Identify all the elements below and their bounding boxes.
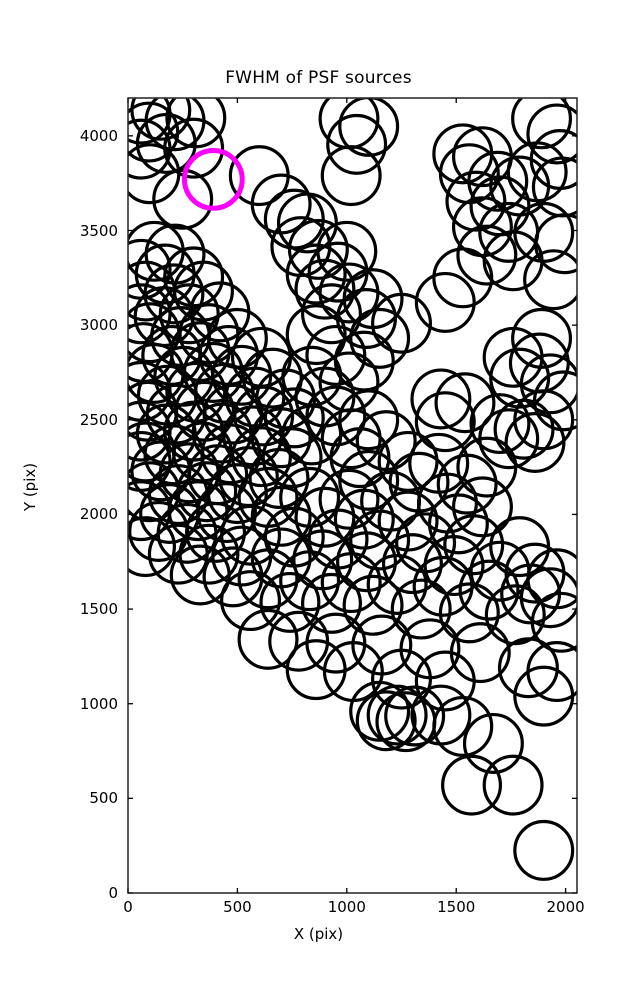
y-tick-label: 1500 [79,600,118,619]
y-tick-label: 500 [89,789,118,808]
x-tick-label: 500 [223,898,252,916]
y-tick-label: 2500 [79,410,118,429]
axes-frame [127,97,578,894]
x-axis-label: X (pix) [293,925,344,943]
x-tick-label: 1000 [327,898,366,916]
y-axis-label: Y (pix) [21,462,39,512]
y-tick-label: 2000 [79,505,118,524]
x-tick-label: 2000 [546,898,585,916]
y-tick-label: 3500 [79,221,118,240]
chart-title: FWHM of PSF sources [225,68,412,88]
source-markers [128,98,577,881]
y-tick-label: 4000 [79,126,118,145]
y-tick-label: 0 [108,884,118,902]
x-tick-label: 1500 [437,898,476,916]
x-tick-label: 0 [123,898,133,916]
y-tick-label: 3000 [79,316,118,335]
y-tick-label: 1000 [79,694,118,713]
highlighted-source-marker [181,148,245,211]
